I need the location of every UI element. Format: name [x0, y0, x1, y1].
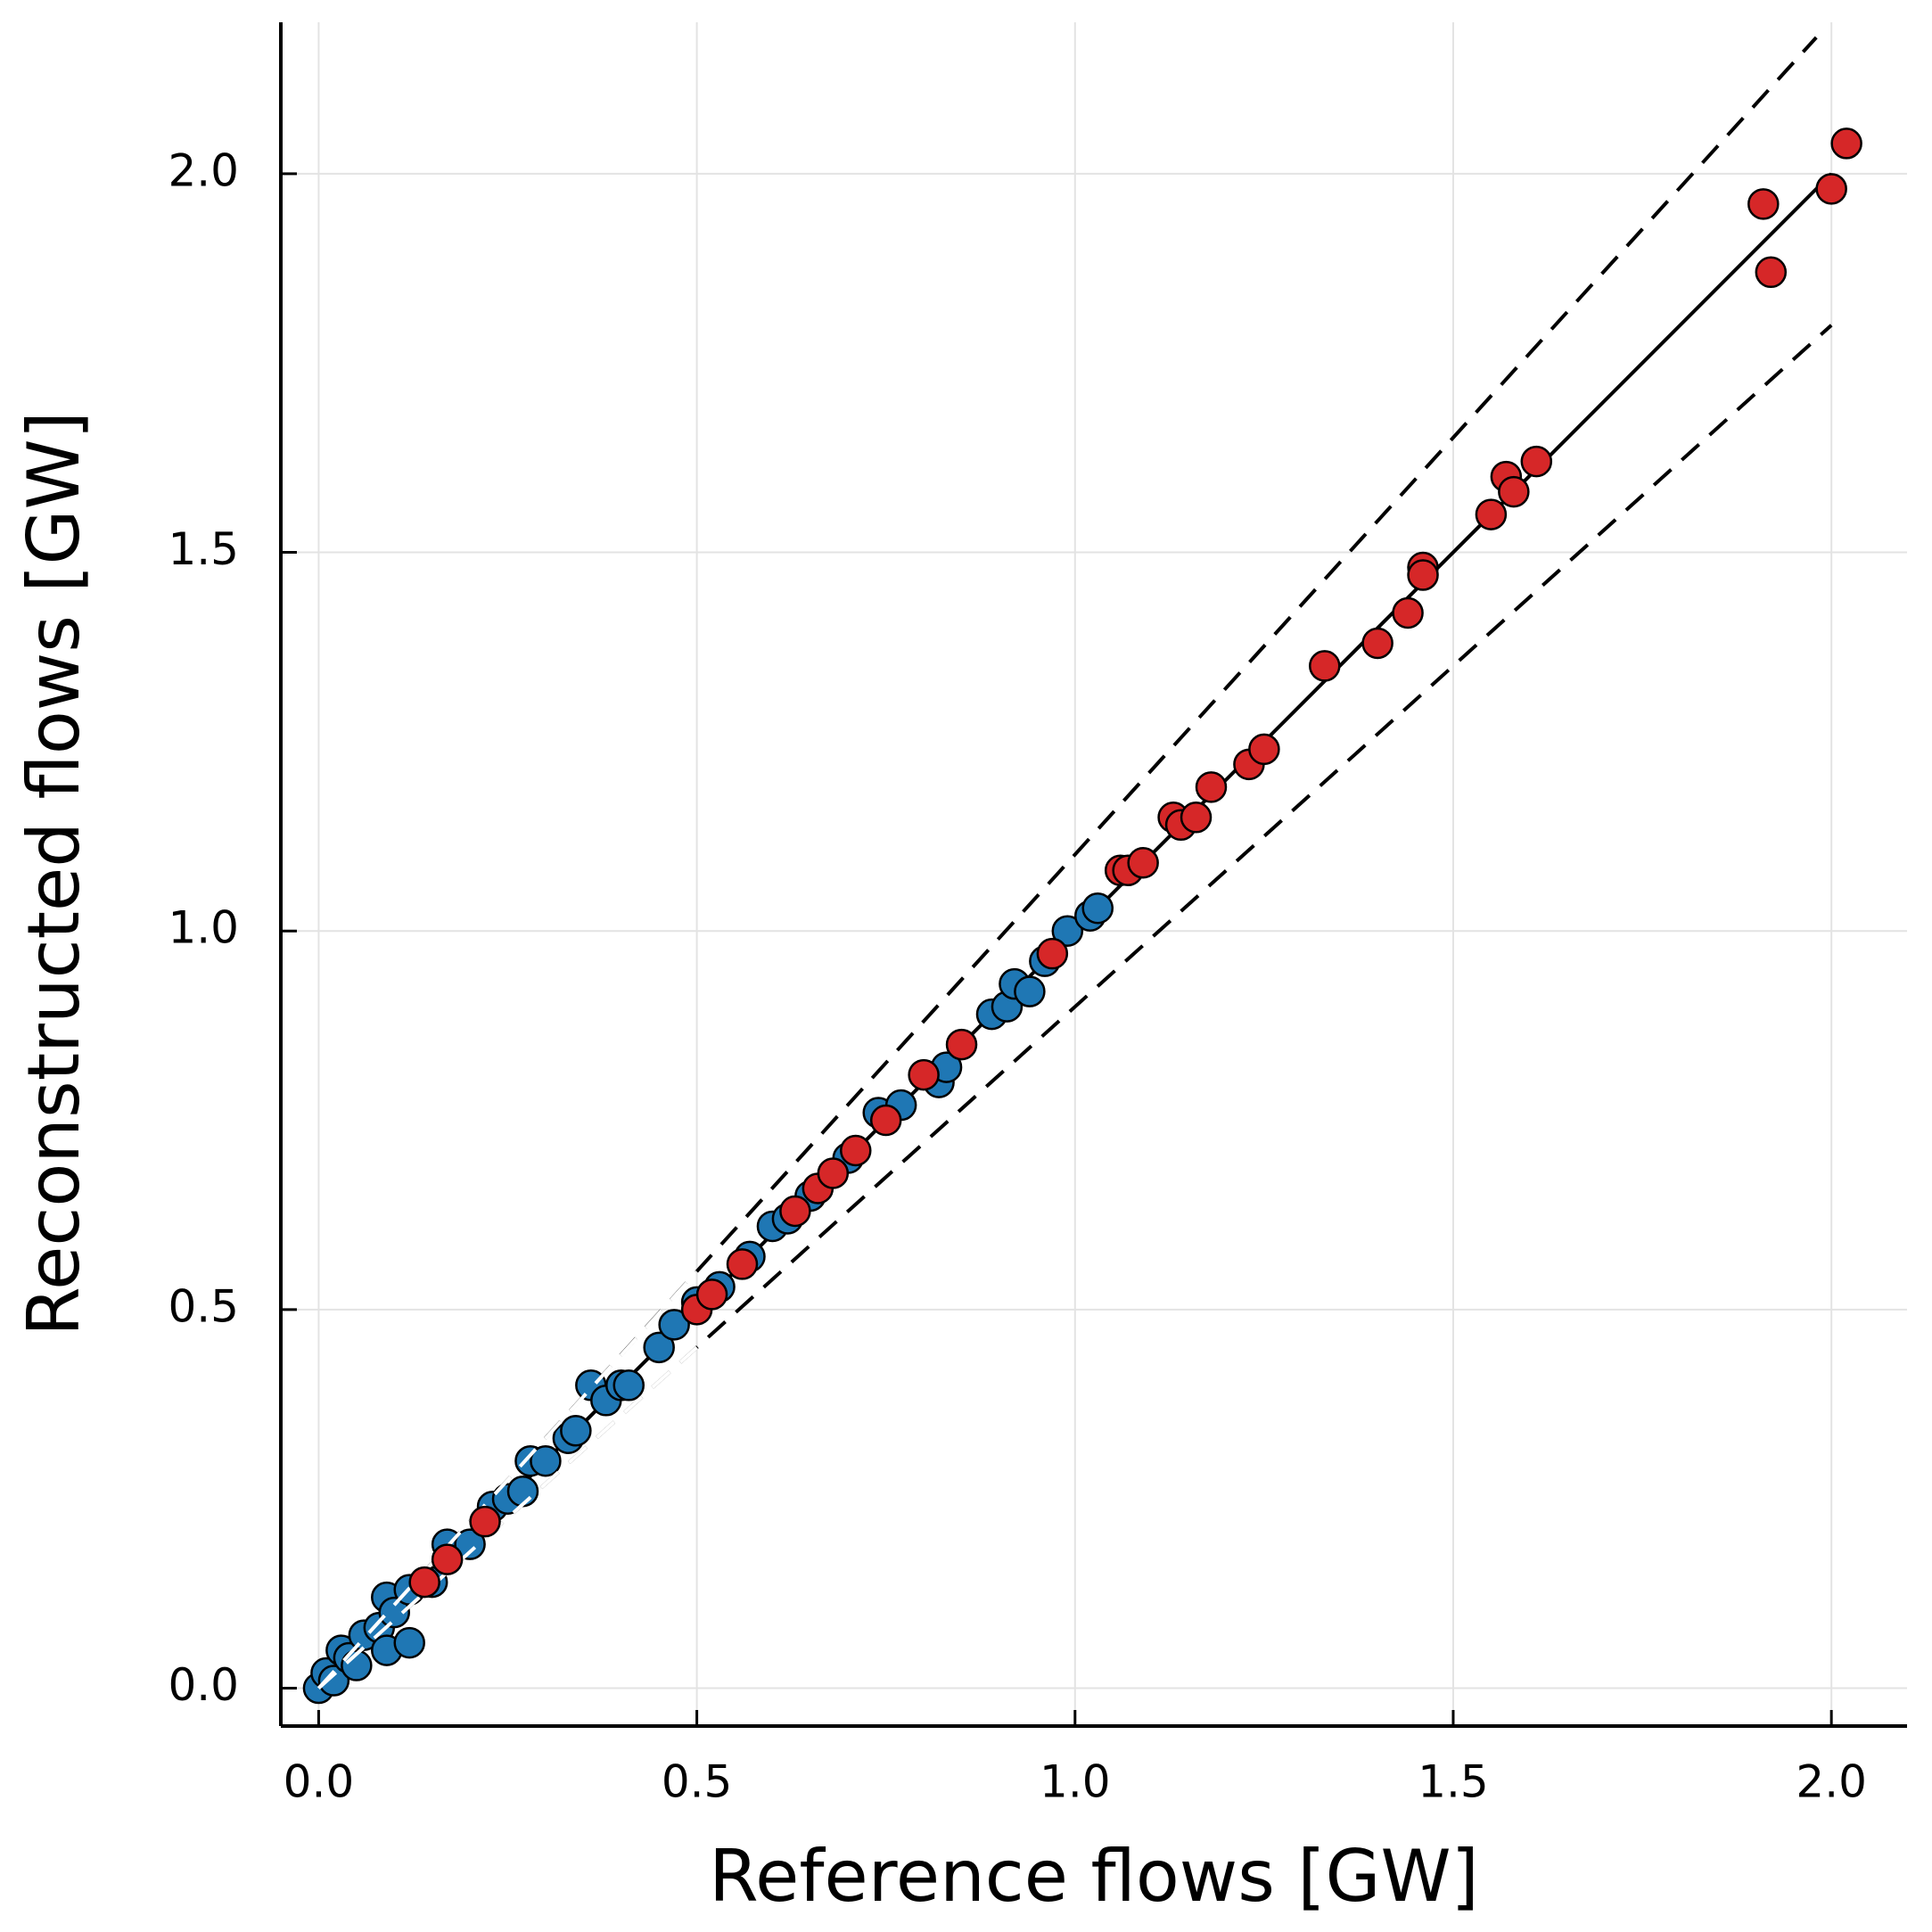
point: [908, 1058, 940, 1091]
point: [945, 1028, 978, 1061]
point: [779, 1195, 811, 1228]
point: [341, 1649, 373, 1681]
point: [1036, 937, 1069, 970]
x-tick-label: 0.5: [662, 1756, 733, 1808]
point: [408, 1566, 440, 1599]
point: [1180, 802, 1213, 834]
point: [1361, 627, 1394, 660]
y-tick-label: 1.0: [168, 902, 239, 954]
point: [431, 1543, 464, 1575]
point: [1014, 975, 1046, 1007]
point: [869, 1104, 902, 1137]
y-tick-label: 2.0: [168, 144, 239, 196]
point: [469, 1505, 501, 1538]
point: [612, 1369, 645, 1402]
point: [1830, 127, 1862, 160]
x-tick-label: 1.0: [1040, 1756, 1111, 1808]
point: [530, 1444, 562, 1477]
point: [454, 1528, 486, 1560]
point: [1747, 188, 1780, 220]
point: [658, 1309, 690, 1341]
point: [1051, 915, 1084, 947]
reference-line: [317, 1345, 698, 1690]
point: [393, 1626, 425, 1659]
point: [1520, 445, 1553, 478]
point: [643, 1331, 675, 1364]
point: [695, 1278, 728, 1311]
point: [1392, 596, 1424, 629]
point: [1127, 847, 1159, 879]
reference-line: [317, 1270, 699, 1689]
point: [1081, 892, 1114, 925]
y-axis-label: Reconstructed flows [GW]: [12, 411, 95, 1336]
x-axis-label: Reference flows [GW]: [709, 1835, 1479, 1918]
x-tick-label: 0.0: [284, 1756, 355, 1808]
point: [1498, 475, 1530, 508]
point: [1815, 173, 1847, 205]
x-tick-label: 1.5: [1418, 1756, 1489, 1808]
point: [1195, 771, 1228, 803]
point: [726, 1248, 759, 1280]
point: [317, 1665, 350, 1697]
point: [840, 1134, 872, 1167]
y-tick-label: 1.5: [168, 523, 239, 575]
point: [1407, 559, 1439, 591]
point: [1309, 650, 1341, 682]
reference-line: [317, 36, 1818, 1689]
point: [506, 1475, 539, 1508]
point: [378, 1596, 411, 1629]
point: [1475, 498, 1508, 530]
y-tick-label: 0.5: [168, 1280, 239, 1332]
point: [1248, 733, 1280, 766]
point: [817, 1157, 850, 1189]
y-tick-label: 0.0: [168, 1659, 239, 1711]
point: [1755, 256, 1788, 289]
x-tick-label: 2.0: [1796, 1756, 1867, 1808]
point: [560, 1415, 592, 1447]
